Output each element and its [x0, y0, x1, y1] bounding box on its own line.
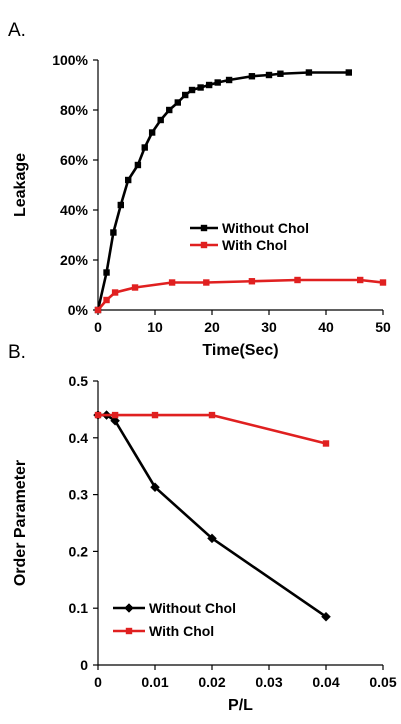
- data-point-0-0-12: [188, 86, 196, 94]
- legend-marker-0-1: [200, 241, 208, 249]
- series-line-1-0: [96, 413, 328, 619]
- x-tick-label-0-4: 40: [318, 319, 334, 335]
- data-point-0-0-6: [141, 144, 148, 151]
- data-point-0-0-15: [214, 79, 221, 86]
- data-point-0-1-2: [111, 289, 119, 296]
- data-point-0-0-17: [248, 73, 256, 80]
- x-tick-label-1-0: 0: [94, 674, 102, 690]
- x-tick-label-1-4: 0.04: [312, 674, 339, 690]
- y-tick-label-0-2: 40%: [60, 202, 89, 218]
- data-point-0-0-5: [134, 161, 142, 169]
- y-tick-label-0-1: 20%: [60, 252, 89, 268]
- data-point-0-0-11: [182, 91, 189, 99]
- data-point-0-1-7: [294, 276, 301, 284]
- y-tick-label-1-0: 0: [80, 657, 88, 673]
- x-tick-label-0-1: 10: [147, 319, 163, 335]
- data-point-0-0-14: [205, 81, 213, 89]
- data-point-0-0-1: [103, 269, 110, 276]
- data-point-0-0-10: [174, 99, 181, 106]
- y-tick-label-0-4: 80%: [60, 102, 89, 118]
- legend-marker-0-0: [200, 224, 208, 232]
- y-tick-label-1-1: 0.1: [69, 600, 89, 616]
- x-tick-label-1-1: 0.01: [141, 674, 168, 690]
- data-point-0-1-5: [203, 279, 210, 286]
- data-point-1-0-4: [207, 533, 217, 544]
- data-point-1-0-5: [321, 611, 331, 622]
- data-point-0-0-20: [305, 69, 313, 76]
- y-axis-title-1: Order Parameter: [12, 460, 29, 586]
- data-point-0-1-3: [131, 284, 139, 291]
- data-point-0-0-7: [148, 129, 156, 136]
- data-point-0-0-8: [157, 116, 164, 124]
- legend-marker-1-0: [124, 603, 134, 613]
- y-tick-label-1-5: 0.5: [69, 373, 89, 389]
- data-point-1-1-2: [151, 411, 159, 419]
- data-point-0-0-19: [277, 70, 284, 77]
- data-point-1-0-2: [110, 415, 120, 426]
- y-axis-title-0: Leakage: [12, 153, 29, 217]
- data-point-0-0-9: [166, 106, 173, 114]
- data-point-0-1-6: [248, 278, 256, 285]
- data-point-0-0-18: [265, 71, 273, 79]
- legend-label-1-0: Without Chol: [149, 600, 236, 616]
- legend-marker-1-1: [125, 627, 133, 635]
- data-point-0-0-13: [197, 84, 204, 91]
- panel-label-0: A.: [8, 20, 26, 41]
- data-point-1-1-3: [208, 411, 216, 419]
- x-tick-label-1-3: 0.03: [255, 674, 282, 690]
- series-line-0-0: [96, 71, 351, 312]
- data-point-0-0-21: [345, 69, 352, 76]
- y-tick-label-1-4: 0.4: [69, 430, 89, 446]
- data-point-1-1-1: [111, 411, 119, 419]
- x-axis-title-0: Time(Sec): [202, 342, 278, 359]
- x-tick-label-1-5: 0.05: [369, 674, 396, 690]
- panel-label-1: B.: [8, 342, 26, 363]
- x-axis-title-1: P/L: [228, 697, 253, 714]
- legend-label-0-0: Without Chol: [222, 220, 309, 236]
- x-tick-label-1-2: 0.02: [198, 674, 225, 690]
- data-point-1-1-0: [94, 411, 102, 419]
- data-point-0-0-16: [225, 76, 233, 84]
- data-point-0-1-4: [168, 279, 176, 286]
- data-point-0-1-0: [94, 306, 102, 314]
- y-tick-label-0-0: 0%: [68, 302, 89, 318]
- data-point-0-1-9: [379, 279, 387, 286]
- x-tick-label-0-5: 50: [375, 319, 391, 335]
- y-tick-label-1-3: 0.3: [69, 487, 89, 503]
- data-point-0-0-4: [125, 176, 132, 184]
- data-point-1-1-4: [322, 440, 330, 447]
- legend-label-0-1: With Chol: [222, 237, 287, 253]
- y-tick-label-0-3: 60%: [60, 152, 89, 168]
- y-tick-label-1-2: 0.2: [69, 543, 89, 559]
- y-tick-label-0-5: 100%: [52, 52, 88, 68]
- data-point-0-0-2: [110, 229, 117, 236]
- data-point-0-0-3: [117, 201, 124, 209]
- data-point-0-1-8: [357, 276, 364, 284]
- data-point-0-1-1: [103, 296, 110, 304]
- data-point-1-0-3: [150, 482, 160, 493]
- x-tick-label-0-2: 20: [204, 319, 220, 335]
- x-tick-label-0-0: 0: [94, 319, 102, 335]
- x-tick-label-0-3: 30: [261, 319, 277, 335]
- series-line-0-1: [96, 278, 385, 312]
- series-line-1-1: [96, 413, 328, 445]
- legend-label-1-1: With Chol: [149, 623, 214, 639]
